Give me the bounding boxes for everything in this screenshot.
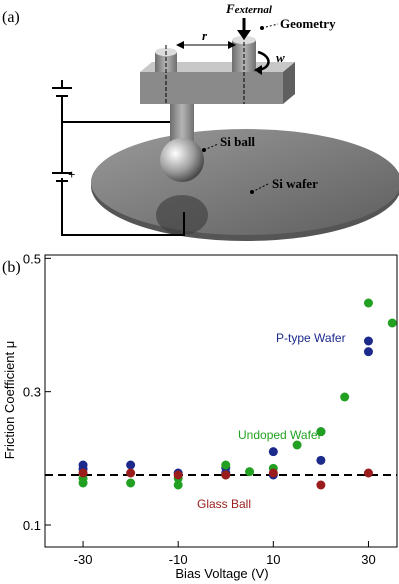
data-point bbox=[340, 392, 350, 402]
panel-label: (b) bbox=[2, 259, 21, 276]
data-point bbox=[292, 440, 302, 450]
data-point bbox=[316, 480, 326, 490]
data-point bbox=[316, 455, 326, 465]
r-label: r bbox=[202, 28, 208, 43]
data-point bbox=[221, 460, 231, 470]
data-point bbox=[316, 427, 326, 437]
x-tick-label: 10 bbox=[266, 552, 280, 567]
data-point bbox=[126, 460, 136, 470]
y-tick-label: 0.1 bbox=[23, 518, 41, 533]
panel-label: (a) bbox=[2, 9, 20, 26]
geometry-label: Geometry bbox=[280, 16, 336, 31]
data-point bbox=[363, 298, 373, 308]
data-point bbox=[126, 468, 136, 478]
plus-sign: + bbox=[68, 167, 75, 182]
series-label: Glass Ball bbox=[197, 497, 251, 511]
force-label: Fexternal bbox=[225, 1, 273, 16]
series-label: Undoped Wafer bbox=[238, 428, 322, 442]
plot-frame bbox=[44, 254, 398, 548]
data-point bbox=[173, 470, 183, 480]
data-point bbox=[387, 318, 397, 328]
x-tick-label: -10 bbox=[169, 552, 188, 567]
y-tick-label: 0.3 bbox=[23, 385, 41, 400]
force-symbol: F bbox=[225, 1, 235, 16]
data-point bbox=[126, 478, 136, 488]
x-tick-label: 30 bbox=[361, 552, 375, 567]
apparatus bbox=[52, 18, 399, 241]
force-subscript: external bbox=[235, 4, 273, 16]
w-label: w bbox=[276, 50, 285, 65]
data-point bbox=[78, 468, 88, 478]
si-ball-label: Si ball bbox=[220, 134, 255, 149]
data-point bbox=[268, 468, 278, 478]
data-point bbox=[173, 480, 183, 490]
series-label: P-type Wafer bbox=[276, 331, 346, 345]
y-tick-label: 0.5 bbox=[23, 251, 41, 266]
y-axis-label: Friction Coefficient μ bbox=[2, 341, 17, 460]
data-point bbox=[245, 467, 255, 477]
x-axis-label: Bias Voltage (V) bbox=[175, 566, 268, 581]
data-point bbox=[221, 470, 231, 480]
data-point bbox=[363, 347, 373, 357]
data-point bbox=[363, 336, 373, 346]
si-wafer-label: Si wafer bbox=[272, 176, 318, 191]
data-point bbox=[268, 447, 278, 457]
data-point bbox=[363, 468, 373, 478]
x-tick-label: -30 bbox=[74, 552, 93, 567]
